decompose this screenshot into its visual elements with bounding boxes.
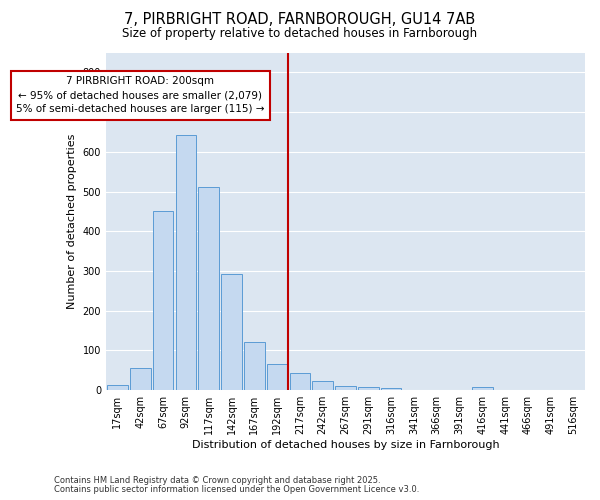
Bar [153,212,173,390]
Y-axis label: Number of detached properties: Number of detached properties [67,134,77,309]
Bar [199,187,219,390]
Text: Contains HM Land Registry data © Crown copyright and database right 2025.: Contains HM Land Registry data © Crown c… [54,476,380,485]
Text: Contains public sector information licensed under the Open Government Licence v3: Contains public sector information licen… [54,485,419,494]
Bar [244,342,265,390]
Bar [221,274,242,390]
Bar [107,386,128,390]
Bar [358,388,379,390]
Text: 7, PIRBRIGHT ROAD, FARNBOROUGH, GU14 7AB: 7, PIRBRIGHT ROAD, FARNBOROUGH, GU14 7AB [124,12,476,28]
Bar [130,368,151,390]
Bar [267,364,287,390]
Bar [381,388,401,390]
Bar [472,388,493,390]
Bar [313,382,333,390]
Bar [335,386,356,390]
Bar [176,134,196,390]
Text: 7 PIRBRIGHT ROAD: 200sqm
← 95% of detached houses are smaller (2,079)
5% of semi: 7 PIRBRIGHT ROAD: 200sqm ← 95% of detach… [16,76,265,114]
X-axis label: Distribution of detached houses by size in Farnborough: Distribution of detached houses by size … [192,440,499,450]
Text: Size of property relative to detached houses in Farnborough: Size of property relative to detached ho… [122,28,478,40]
Bar [290,373,310,390]
